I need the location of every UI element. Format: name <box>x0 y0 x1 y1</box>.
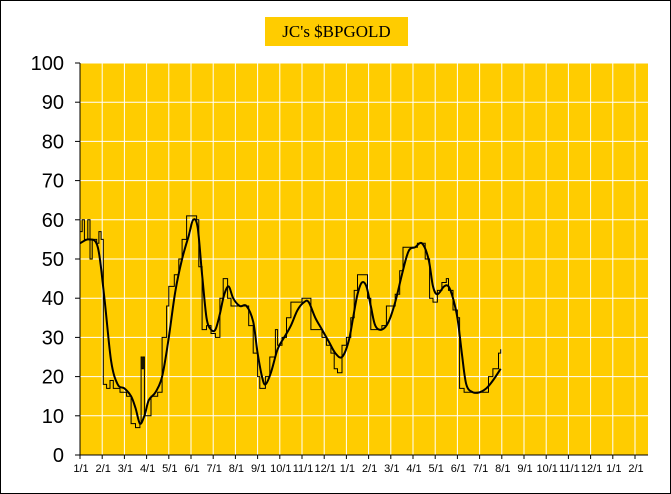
x-tick-label: 10/1 <box>536 463 557 475</box>
x-tick-label: 5/1 <box>162 463 177 475</box>
x-tick-label: 2/1 <box>362 463 377 475</box>
y-tick-label: 20 <box>42 367 64 389</box>
x-tick-label: 9/1 <box>251 463 266 475</box>
x-tick-label: 5/1 <box>429 463 444 475</box>
x-tick-label: 9/1 <box>517 463 532 475</box>
y-tick-label: 10 <box>42 406 64 428</box>
y-tick-label: 50 <box>42 249 64 271</box>
x-axis: 1/1 2/1 3/1 4/1 5/1 6/1 7/1 8/1 9/1 10/1 11/1 12/1 1… <box>73 454 648 475</box>
x-tick-label: 7/1 <box>473 463 488 475</box>
x-tick-label: 7/1 <box>207 463 222 475</box>
x-tick-label: 4/1 <box>406 463 421 475</box>
y-tick-label: 40 <box>42 288 64 310</box>
y-tick-label: 60 <box>42 210 64 232</box>
x-tick-label: 2/1 <box>96 463 111 475</box>
y-tick-label: 0 <box>53 445 64 467</box>
x-tick-label: 4/1 <box>140 463 155 475</box>
y-tick-label: 90 <box>42 92 64 114</box>
y-tick-label: 30 <box>42 327 64 349</box>
x-tick-label: 3/1 <box>118 463 133 475</box>
chart-title: JC's $BPGOLD <box>265 17 408 46</box>
x-tick-label: 6/1 <box>184 463 199 475</box>
x-tick-label: 1/1 <box>340 463 355 475</box>
series-smoothed-line <box>79 218 502 425</box>
x-tick-label: 11/1 <box>559 463 580 475</box>
x-tick-label: 8/1 <box>229 463 244 475</box>
x-tick-label: 11/1 <box>293 463 314 475</box>
x-tick-label: 2/1 <box>628 463 643 475</box>
series-raw-step-line <box>80 215 502 429</box>
x-tick-label: 1/1 <box>606 463 621 475</box>
series-group <box>79 215 502 429</box>
y-axis: 0 10 20 30 40 50 60 70 80 90 100 <box>31 53 81 467</box>
y-tick-label: 100 <box>31 53 64 75</box>
x-tick-label: 8/1 <box>495 463 510 475</box>
x-tick-label: 12/1 <box>314 463 335 475</box>
y-tick-label: 70 <box>42 171 64 193</box>
x-tick-label: 6/1 <box>451 463 466 475</box>
x-tick-label: 12/1 <box>581 463 602 475</box>
x-tick-label: 1/1 <box>73 463 88 475</box>
x-tick-label: 10/1 <box>270 463 291 475</box>
x-tick-label: 3/1 <box>384 463 399 475</box>
y-tick-label: 80 <box>42 131 64 153</box>
